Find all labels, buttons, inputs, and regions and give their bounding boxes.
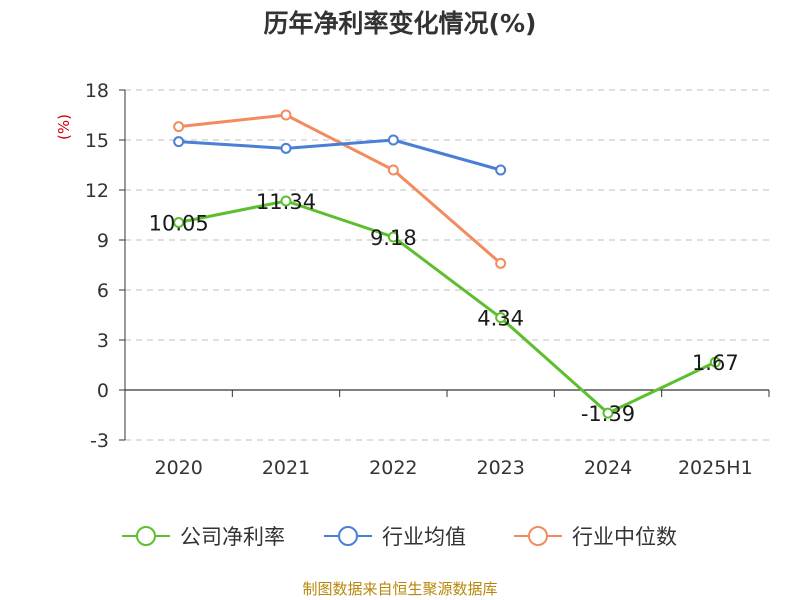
legend-label: 行业均值 [382, 525, 466, 549]
data-point [495, 164, 507, 176]
data-point [173, 121, 185, 133]
source-note: 制图数据来自恒生聚源数据库 [302, 580, 498, 598]
data-point [602, 407, 614, 419]
x-tick-label: 2020 [154, 457, 202, 479]
legend: 公司净利率 行业均值 行业中位数 [122, 525, 677, 549]
y-tick-label: -3 [90, 430, 109, 452]
x-tick-label: 2022 [369, 457, 417, 479]
x-tick-label: 2024 [584, 457, 632, 479]
series-line [178, 138, 502, 172]
data-label: 9.18 [370, 226, 417, 250]
data-label: 4.34 [477, 307, 524, 331]
data-point [280, 195, 292, 207]
data-point [280, 142, 292, 154]
series-0 [173, 195, 721, 419]
legend-label: 行业中位数 [572, 525, 677, 549]
x-tick-label: 2025H1 [678, 457, 753, 479]
y-tick-label: 0 [97, 380, 109, 402]
data-point [173, 217, 185, 228]
data-point [495, 257, 507, 269]
series-1 [173, 134, 507, 176]
y-tick-label: 9 [97, 230, 109, 252]
data-label: 11.34 [256, 190, 316, 214]
legend-marker [136, 526, 156, 546]
series-line [178, 199, 716, 415]
data-label: -1.39 [581, 402, 635, 426]
data-point [495, 312, 507, 324]
y-tick-label: 15 [85, 130, 109, 152]
data-point [387, 134, 399, 146]
y-axis-label: (%) [55, 114, 73, 140]
data-point [173, 136, 185, 148]
y-tick-label: 12 [85, 180, 109, 202]
x-tick-label: 2023 [476, 457, 524, 479]
data-point [709, 356, 721, 368]
data-point [387, 164, 399, 176]
legend-marker [528, 526, 548, 546]
legend-marker [338, 526, 358, 546]
data-label: 1.67 [692, 351, 739, 375]
y-tick-label: 18 [85, 80, 109, 102]
series-2 [173, 109, 507, 269]
legend-label: 公司净利率 [180, 525, 285, 549]
data-label: 10.05 [149, 212, 209, 236]
y-tick-label: 6 [97, 280, 109, 302]
data-point [387, 231, 399, 243]
data-point [280, 109, 292, 121]
series-line [178, 113, 502, 265]
chart-title: 历年净利率变化情况(%) [263, 9, 537, 38]
x-tick-label: 2021 [262, 457, 310, 479]
y-tick-label: 3 [97, 330, 109, 352]
